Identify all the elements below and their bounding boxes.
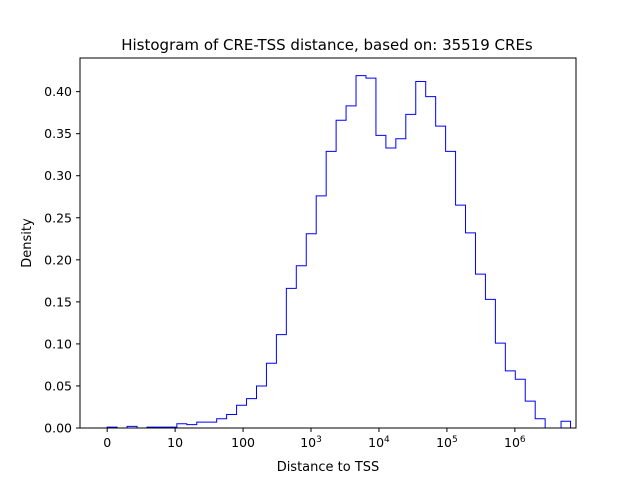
y-axis: 0.00 0.05 0.10 0.15 0.20 0.25 0.30 0.35 0.40: [44, 84, 80, 436]
y-tick-label: 0.00: [44, 421, 72, 436]
axes-frame: [79, 57, 577, 429]
histogram-step-line: [106, 75, 576, 429]
x-tick-label: 0: [103, 435, 111, 450]
y-tick-label: 0.20: [44, 252, 72, 267]
y-tick-label: 0.30: [44, 168, 72, 183]
x-tick-label: 106: [504, 435, 526, 450]
chart-title: Histogram of CRE-TSS distance, based on:…: [121, 36, 533, 54]
x-tick-label: 100: [231, 435, 255, 450]
x-axis-label: Distance to TSS: [277, 460, 380, 475]
y-tick-label: 0.05: [44, 378, 72, 393]
x-tick-label: 10: [167, 435, 183, 450]
y-tick-label: 0.25: [44, 210, 72, 225]
y-tick-label: 0.10: [44, 336, 72, 351]
y-tick-label: 0.40: [44, 84, 72, 99]
y-tick-label: 0.35: [44, 126, 72, 141]
y-tick-label: 0.15: [44, 294, 72, 309]
y-axis-label: Density: [20, 218, 35, 268]
x-tick-label: 103: [300, 435, 322, 450]
x-tick-label: 104: [368, 435, 390, 450]
x-tick-label: 105: [436, 435, 458, 450]
plot-area: [106, 75, 576, 429]
x-axis: 0 10 100 103 104 105 106: [103, 428, 526, 450]
